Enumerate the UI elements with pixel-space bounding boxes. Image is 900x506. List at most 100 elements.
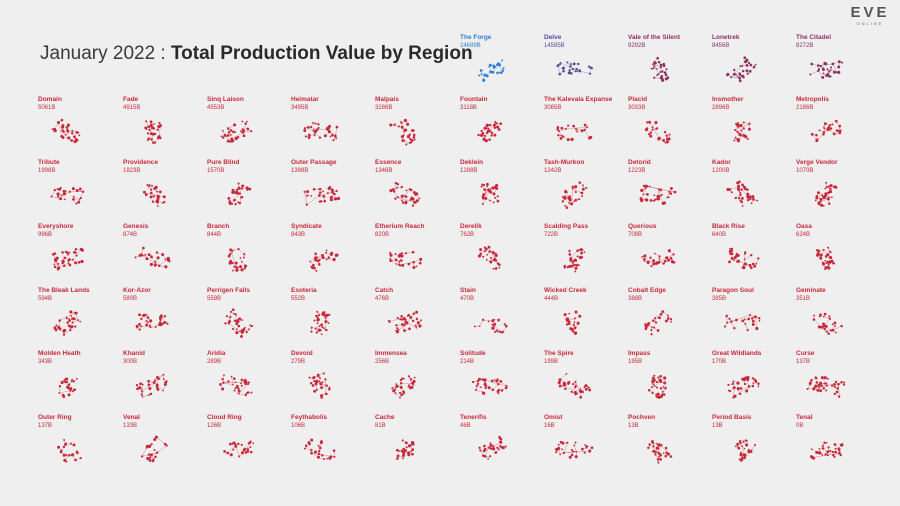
region-panel-fade: Fade 4915B xyxy=(123,96,207,156)
region-value: 289B xyxy=(207,359,222,365)
region-name: Pochven xyxy=(628,414,656,421)
region-value: 552B xyxy=(291,296,306,302)
region-map-systems xyxy=(143,184,166,207)
region-map xyxy=(478,59,505,82)
region-panel-the-kalevala-expanse: The Kalevala Expanse 3085B xyxy=(544,96,628,156)
region-panel-fountain: Fountain 3118B xyxy=(460,96,544,156)
region-value: 106B xyxy=(291,423,306,429)
region-value: 4915B xyxy=(123,105,141,111)
region-map-systems xyxy=(224,308,254,338)
region-value: 0B xyxy=(796,423,804,429)
region-panel-feythabolis: Feythabolis 106B xyxy=(291,414,375,474)
region-panel-tenal: Tenal 0B xyxy=(796,414,880,474)
region-panel-verge-vendor: Verge Vendor 1070B xyxy=(796,159,880,219)
region-value: 844B xyxy=(207,232,222,238)
region-value: 256B xyxy=(375,359,390,365)
region-panel-outer-passage: Outer Passage 1398B xyxy=(291,159,375,219)
region-panel-outer-ring: Outer Ring 137B xyxy=(38,414,122,474)
region-map xyxy=(389,181,421,207)
region-panel-aridia: Aridia 289B xyxy=(207,350,291,410)
region-map xyxy=(58,377,78,398)
region-panel-period-basis: Period Basis 13B xyxy=(712,414,796,474)
region-map xyxy=(304,438,336,461)
region-panel-immensea: Immensea 256B xyxy=(375,350,459,410)
region-map-systems xyxy=(727,375,760,399)
region-panel-delve: Delve 14585B xyxy=(544,34,628,94)
region-map xyxy=(57,439,82,463)
region-panel-derelik: Derelik 762B xyxy=(460,223,544,283)
region-panel-placid: Placid 3033B xyxy=(628,96,712,156)
region-value: 195B xyxy=(628,359,643,365)
region-map xyxy=(473,318,508,334)
region-map xyxy=(561,181,588,209)
region-value: 385B xyxy=(712,296,727,302)
region-name: Solitude xyxy=(460,350,486,357)
region-map xyxy=(726,56,757,83)
region-map xyxy=(644,310,673,336)
region-value: 279B xyxy=(291,359,306,365)
region-panel-great-wildlands: Great Wildlands 170B xyxy=(712,350,796,410)
region-map-systems xyxy=(478,59,505,82)
region-map xyxy=(224,308,254,338)
region-map xyxy=(50,186,85,205)
region-name: Wicked Creek xyxy=(544,287,587,294)
region-name: Feythabolis xyxy=(291,414,328,421)
region-panel-scalding-pass: Scalding Pass 722B xyxy=(544,223,628,283)
region-value: 559B xyxy=(207,296,222,302)
region-map xyxy=(471,377,508,395)
region-value: 3495B xyxy=(291,105,309,111)
region-map-systems xyxy=(644,120,671,144)
region-name: Domain xyxy=(38,96,62,103)
region-name: Malpais xyxy=(375,96,399,103)
region-map xyxy=(135,373,168,398)
region-panel-cobalt-edge: Cobalt Edge 388B xyxy=(628,287,712,347)
region-value: 594B xyxy=(38,296,53,302)
region-panel-etherium-reach: Etherium Reach 820B xyxy=(375,223,459,283)
region-map-links xyxy=(811,442,843,459)
region-value: 3118B xyxy=(460,105,477,111)
region-value: 874B xyxy=(123,232,138,238)
region-name: Branch xyxy=(207,223,230,230)
region-map xyxy=(478,435,507,460)
region-panel-querious: Querious 708B xyxy=(628,223,712,283)
region-map-systems xyxy=(389,118,416,146)
region-value: 1070B xyxy=(796,168,814,174)
region-panel-insmother: Insmother 2896B xyxy=(712,96,796,156)
region-name: Fountain xyxy=(460,96,488,103)
region-map xyxy=(809,60,844,79)
region-value: 170B xyxy=(712,359,727,365)
region-map-systems xyxy=(389,181,421,207)
region-map xyxy=(395,439,415,460)
region-panel-perrigen-falls: Perrigen Falls 559B xyxy=(207,287,291,347)
region-value: 388B xyxy=(628,296,643,302)
region-value: 476B xyxy=(375,296,390,302)
region-map-systems xyxy=(556,61,594,76)
region-map-systems xyxy=(555,440,594,459)
region-name: The Spire xyxy=(544,350,574,357)
region-panel-the-spire: The Spire 199B xyxy=(544,350,628,410)
region-map xyxy=(53,310,82,336)
region-map-systems xyxy=(389,250,423,269)
region-value: 8272B xyxy=(796,43,814,49)
region-map xyxy=(810,119,842,143)
region-map xyxy=(647,440,673,464)
region-panel-genesis: Genesis 874B xyxy=(123,223,207,283)
region-value: 199B xyxy=(544,359,559,365)
region-map-systems xyxy=(387,310,422,334)
region-map xyxy=(51,118,81,144)
region-map-systems xyxy=(50,186,85,205)
eve-online-logo: EVE ONLINE xyxy=(844,5,896,27)
region-name: Cobalt Edge xyxy=(628,287,666,294)
region-name: Kor-Azor xyxy=(123,287,151,294)
region-map xyxy=(727,375,760,399)
region-name: Period Basis xyxy=(712,414,752,421)
region-map-links xyxy=(220,375,252,396)
region-map xyxy=(389,250,423,269)
region-panel-geminate: Geminate 351B xyxy=(796,287,880,347)
region-map-systems xyxy=(227,248,248,272)
region-map xyxy=(303,121,339,142)
region-value: 81B xyxy=(375,423,386,429)
region-map-systems xyxy=(53,310,82,336)
region-panel-vale-of-the-silent: Vale of the Silent 9292B xyxy=(628,34,712,94)
region-map-links xyxy=(136,314,168,330)
